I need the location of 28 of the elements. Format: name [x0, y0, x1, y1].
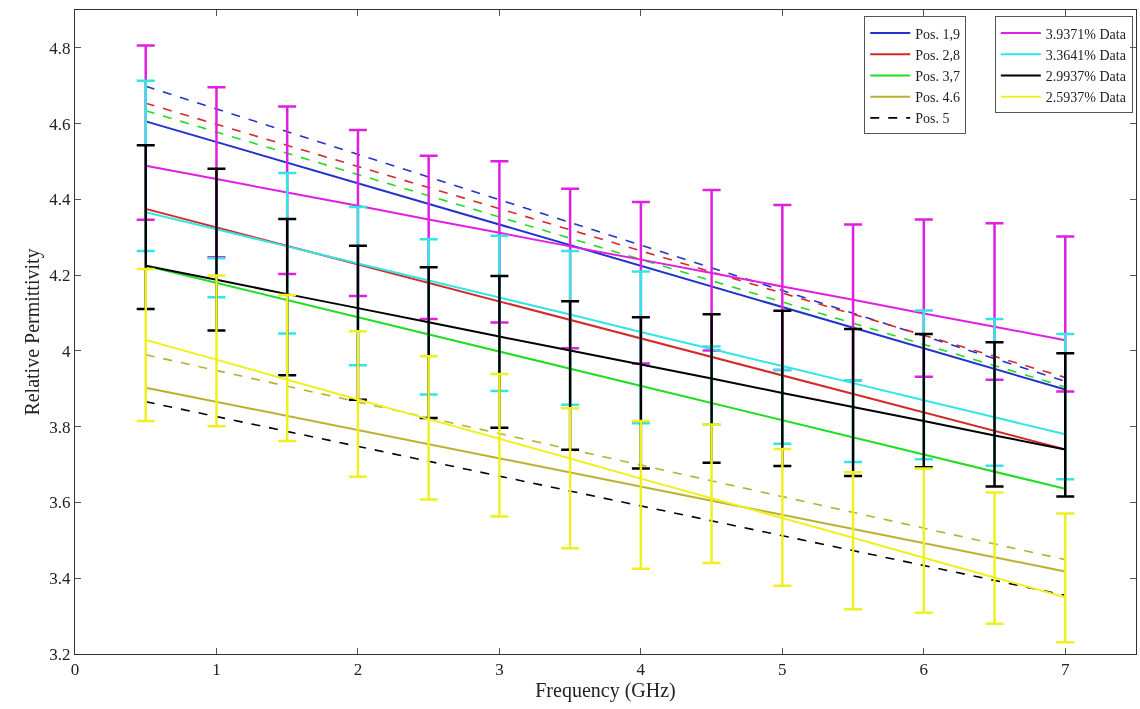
y-tick-label: 3.4	[49, 569, 72, 589]
y-tick-label: 4.8	[49, 38, 71, 58]
legend-label: Pos. 5	[915, 111, 950, 127]
x-tick-label: 4	[636, 660, 646, 680]
legend-label: 2.5937% Data	[1045, 90, 1127, 106]
x-axis-title: Frequency (GHz)	[535, 679, 676, 703]
legend-label: 2.9937% Data	[1045, 68, 1127, 84]
y-tick-label: 3.8	[49, 417, 71, 437]
x-tick-label: 1	[212, 660, 221, 680]
y-axis-title: Relative Permittivity	[20, 248, 44, 416]
y-tick-label: 3.2	[49, 644, 71, 664]
legend-label: 3.3641% Data	[1045, 47, 1127, 63]
legend-label: 3.9371% Data	[1045, 26, 1127, 42]
y-tick-label: 4.6	[49, 114, 71, 134]
legend-label: Pos. 2,8	[915, 47, 960, 63]
x-tick-label: 0	[70, 660, 80, 680]
y-tick-label: 3.6	[49, 493, 71, 513]
y-tick-label: 4.4	[49, 190, 72, 210]
x-tick-label: 5	[778, 660, 787, 680]
y-tick-label: 4.2	[49, 266, 71, 286]
x-tick-label: 6	[919, 660, 929, 680]
x-tick-label: 3	[495, 660, 504, 680]
x-tick-label: 7	[1061, 660, 1071, 680]
legend-label: Pos. 3,7	[915, 68, 960, 84]
y-tick-label: 4	[62, 341, 72, 361]
legend-label: Pos. 1,9	[915, 26, 960, 42]
x-tick-label: 2	[353, 660, 363, 680]
legend-label: Pos. 4.6	[915, 90, 960, 106]
